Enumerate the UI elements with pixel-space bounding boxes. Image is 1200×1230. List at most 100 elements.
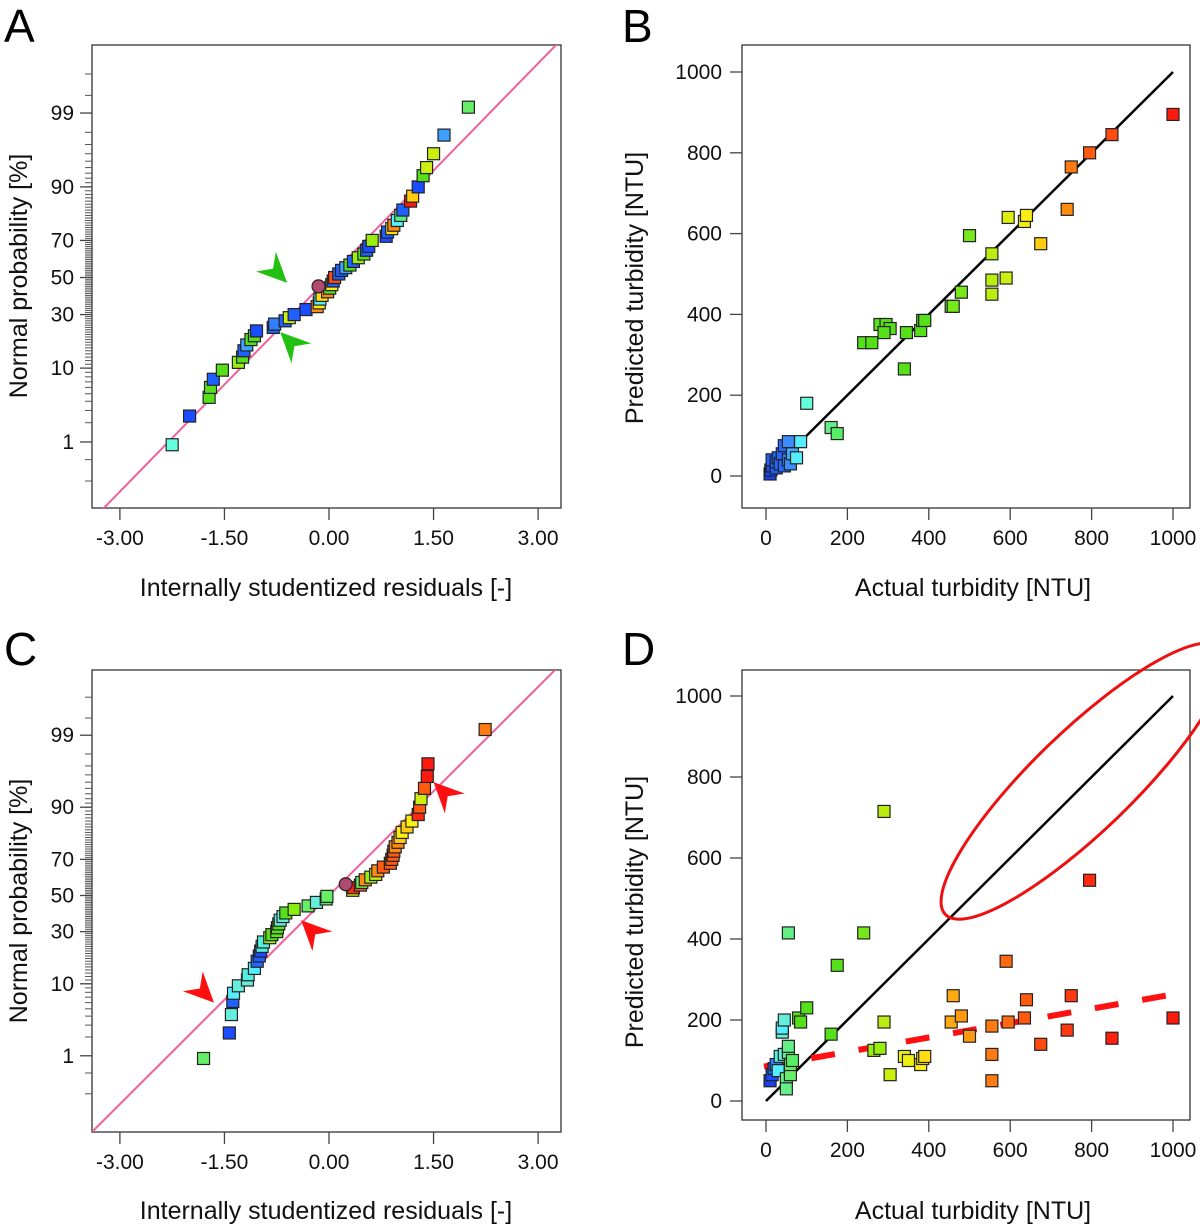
data-point	[1064, 989, 1078, 1003]
x-axis-title: Internally studentized residuals [-]	[140, 1197, 512, 1225]
data-point	[426, 147, 441, 161]
y-axis-title: Normal probability [%]	[5, 154, 33, 399]
data-point	[985, 247, 999, 261]
arrowhead-annotation	[256, 251, 288, 283]
data-point	[1034, 1037, 1048, 1051]
y-tick-label: 30	[51, 304, 74, 327]
x-axis: 0 200 400 600 800 1000	[760, 1120, 1196, 1162]
data-point	[954, 285, 968, 299]
data-point	[437, 128, 451, 142]
data-point	[985, 1019, 999, 1033]
data-point	[899, 325, 914, 340]
data-point	[785, 1053, 800, 1068]
data-point	[999, 271, 1013, 285]
data-point	[877, 1015, 891, 1029]
data-point	[897, 362, 911, 376]
y-tick-label: 70	[51, 848, 74, 871]
panel-c-normal-probability-plot: 1 10 30 50 70 90 99 -3.00 -1.50 0.00 1.50 3.00 Int…	[5, 669, 562, 1225]
x-axis-title: Actual turbidity [NTU]	[855, 1197, 1091, 1225]
data-point	[800, 1001, 814, 1015]
data-point	[365, 233, 379, 248]
data-point	[222, 1026, 236, 1040]
data-point	[1060, 1023, 1074, 1037]
data-point	[781, 926, 795, 940]
data-points	[165, 100, 475, 452]
data-point	[793, 435, 808, 449]
y-tick-label: 1000	[675, 685, 722, 708]
data-point	[1166, 1011, 1180, 1025]
y-axis-title: Predicted turbidity [NTU]	[621, 776, 649, 1048]
data-point	[299, 302, 313, 317]
data-point	[419, 160, 434, 175]
data-point	[877, 804, 891, 819]
y-tick-label: 50	[51, 267, 74, 290]
data-point	[985, 1047, 999, 1062]
x-tick-label: 3.00	[518, 527, 559, 550]
data-point	[1019, 208, 1034, 223]
y-tick-label: 400	[687, 303, 722, 326]
x-tick-label: -3.00	[96, 1151, 144, 1174]
data-point	[421, 757, 435, 771]
x-tick-label: 200	[830, 1139, 865, 1162]
y-tick-label: 99	[51, 724, 74, 747]
data-point	[1019, 993, 1034, 1007]
data-point	[962, 1029, 977, 1043]
data-point	[165, 438, 179, 452]
y-tick-label: 800	[687, 766, 722, 789]
x-tick-label: 800	[1074, 1139, 1109, 1162]
x-tick-label: 0	[760, 1139, 772, 1162]
highlight-point	[311, 279, 326, 294]
y-tick-label: 0	[710, 1090, 722, 1113]
data-point	[800, 396, 814, 410]
data-point	[877, 325, 891, 340]
x-tick-label: 600	[993, 527, 1028, 550]
y-tick-label: 1000	[675, 61, 722, 84]
x-tick-label: 600	[993, 1139, 1028, 1162]
y-tick-label: 1	[62, 431, 74, 454]
plot-frame	[741, 44, 1191, 509]
panel-label-c: C	[4, 623, 37, 675]
data-point	[962, 229, 977, 243]
y-axis-title: Predicted turbidity [NTU]	[621, 152, 649, 424]
data-point	[420, 769, 434, 784]
x-tick-label: 200	[830, 527, 865, 550]
y-tick-label: 50	[51, 885, 74, 908]
y-tick-label: 800	[687, 142, 722, 165]
data-point	[287, 902, 301, 917]
arrowhead-annotation	[301, 920, 333, 952]
data-point	[777, 1013, 791, 1027]
data-point	[873, 1041, 887, 1055]
data-point	[215, 363, 229, 377]
y-tick-label: 200	[687, 384, 722, 407]
data-point	[793, 1015, 808, 1029]
y-axis-title: Normal probability [%]	[5, 779, 33, 1024]
x-tick-label: 400	[911, 1139, 946, 1162]
x-tick-label: 1000	[1150, 527, 1197, 550]
data-point	[1082, 146, 1097, 160]
data-point	[999, 954, 1013, 968]
y-tick-label: 0	[710, 465, 722, 488]
plot-frame	[91, 44, 562, 509]
data-point	[985, 287, 999, 301]
data-point	[1034, 237, 1048, 251]
data-point	[901, 1053, 916, 1068]
data-point	[946, 989, 960, 1003]
y-tick-label: 70	[51, 229, 74, 252]
data-point	[1166, 107, 1180, 122]
data-point	[461, 100, 475, 114]
y-tick-label: 30	[51, 921, 74, 944]
x-tick-label: 1.50	[413, 527, 454, 550]
data-point	[865, 336, 879, 350]
x-axis: -3.00 -1.50 0.00 1.50 3.00	[96, 1132, 559, 1174]
data-point	[985, 273, 999, 287]
panel-d-predicted-vs-actual: 0 200 400 600 800 1000 0 200 400 600 800 1000 Actu…	[621, 641, 1200, 1225]
y-axis: 1 10 30 50 70 90 99	[51, 73, 92, 482]
annotations	[182, 782, 465, 1003]
x-tick-label: -3.00	[96, 527, 144, 550]
panel-b-predicted-vs-actual: 0 200 400 600 800 1000 0 200 400 600 800 1000 Actu…	[621, 44, 1197, 602]
reference-line	[765, 71, 1174, 477]
data-point	[224, 1007, 239, 1022]
data-point	[249, 324, 264, 338]
data-point	[830, 426, 844, 441]
